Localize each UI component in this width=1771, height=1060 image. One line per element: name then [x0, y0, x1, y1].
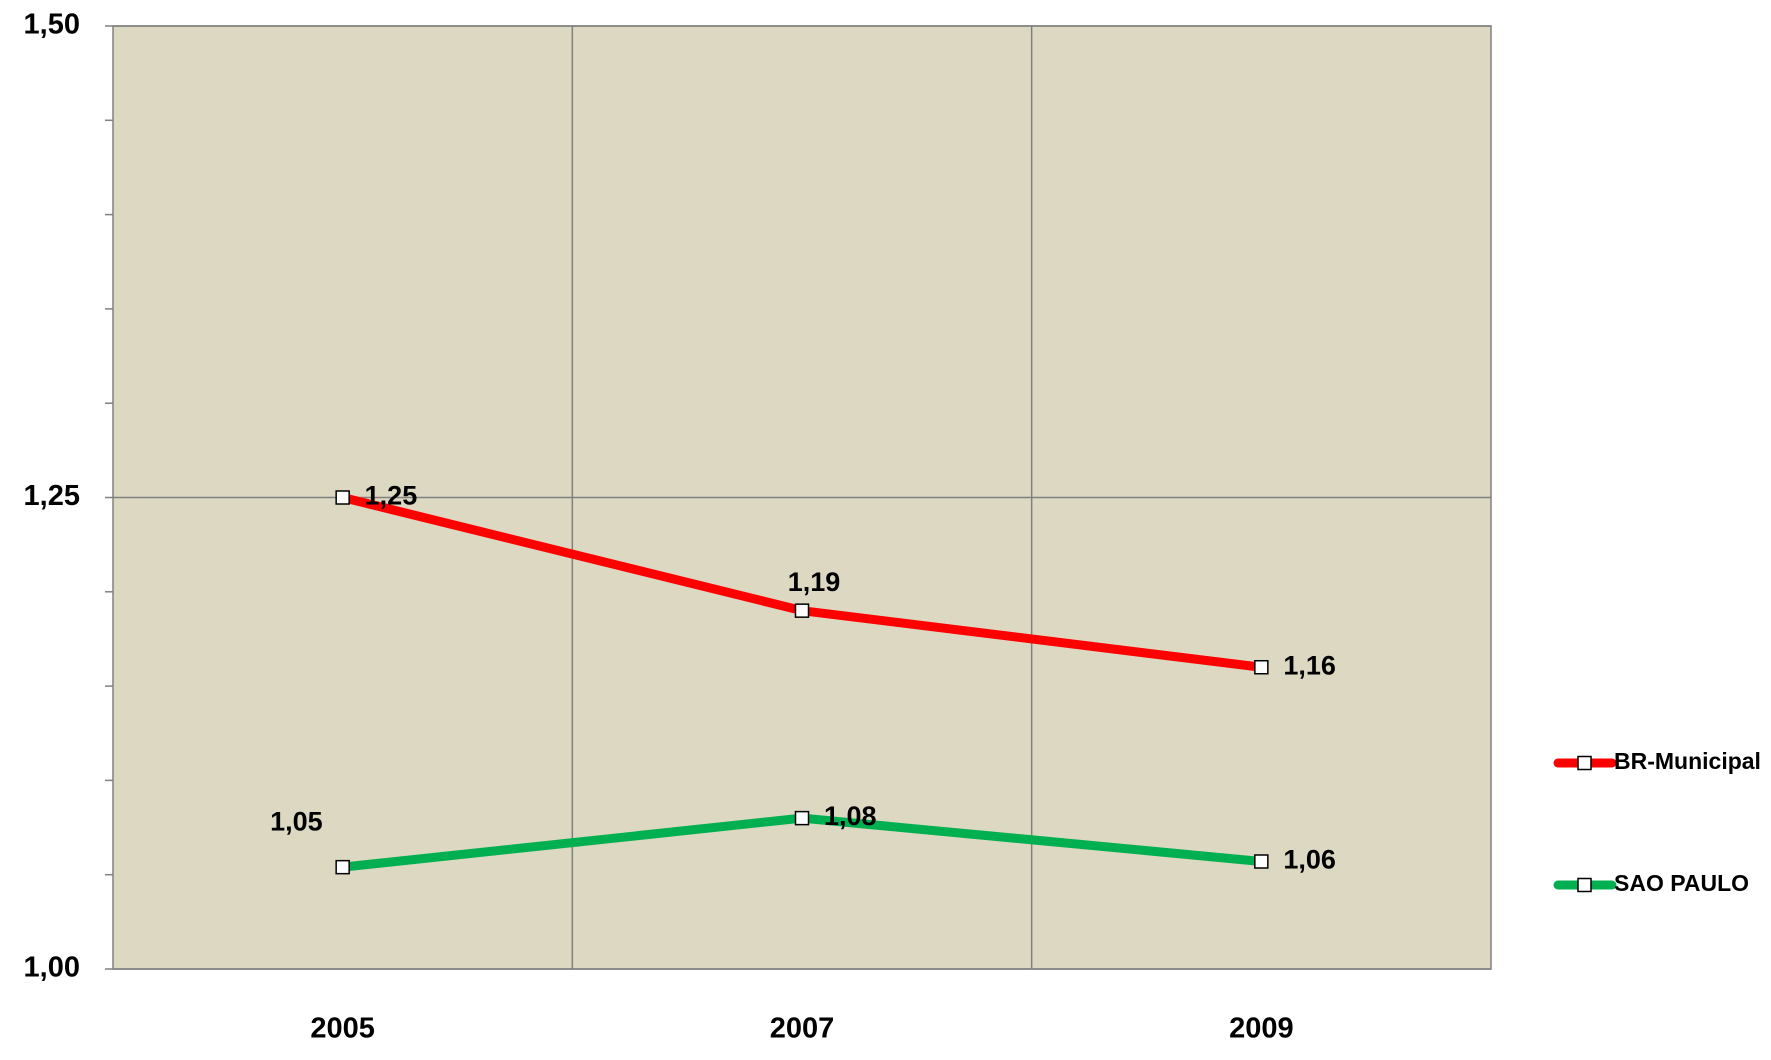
- data-label: 1,06: [1283, 845, 1336, 875]
- marker: [794, 603, 810, 618]
- data-label: 1,19: [788, 567, 841, 597]
- y-tick-label: 1,00: [24, 952, 80, 984]
- marker: [1254, 854, 1269, 869]
- marker: [335, 859, 350, 875]
- x-tick-label: 2009: [1229, 1013, 1294, 1045]
- legend-marker: [1577, 755, 1592, 771]
- marker: [335, 490, 350, 505]
- y-tick-label: 1,25: [24, 480, 80, 512]
- data-label: 1,05: [270, 806, 323, 836]
- data-label: 1,16: [1283, 650, 1336, 680]
- x-tick-label: 2007: [770, 1013, 835, 1045]
- data-label: 1,08: [824, 801, 877, 831]
- marker: [1254, 659, 1269, 675]
- legend-marker: [1577, 877, 1592, 893]
- x-tick-label: 2005: [310, 1013, 375, 1045]
- legend-label: BR-Municipal: [1614, 748, 1761, 774]
- data-label: 1,25: [365, 481, 418, 511]
- marker: [794, 810, 810, 826]
- plot-border: [112, 25, 1492, 970]
- legend-label: SAO PAULO: [1614, 870, 1749, 896]
- y-tick-label: 1,50: [24, 9, 80, 41]
